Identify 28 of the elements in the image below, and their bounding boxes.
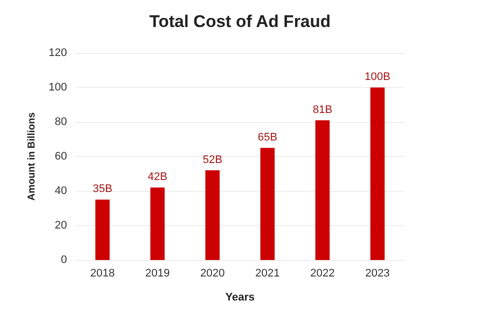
chart-title: Total Cost of Ad Fraud — [149, 12, 331, 31]
x-tick-label: 2020 — [200, 268, 225, 280]
x-tick-label: 2022 — [310, 268, 335, 280]
y-axis-title: Amount in Billions — [26, 112, 38, 201]
y-tick-label: 120 — [48, 47, 67, 59]
x-tick-label: 2019 — [145, 268, 170, 280]
data-label: 52B — [202, 154, 222, 166]
x-tick-label: 2021 — [255, 268, 280, 280]
data-label: 81B — [312, 104, 332, 116]
data-label: 35B — [92, 183, 112, 196]
x-tick-label: 2018 — [90, 268, 115, 280]
y-tick-label: 40 — [54, 185, 67, 197]
y-tick-label: 100 — [48, 82, 67, 94]
y-tick-label: 80 — [54, 116, 67, 128]
y-tick-label: 0 — [60, 254, 67, 266]
x-axis-title: Years — [225, 292, 255, 304]
data-label: 65B — [258, 131, 278, 144]
data-label: 42B — [148, 171, 168, 184]
y-tick-label: 20 — [54, 220, 67, 232]
bar — [315, 120, 330, 260]
bar — [95, 200, 110, 260]
y-tick-label: 60 — [54, 150, 67, 162]
bar — [370, 88, 385, 260]
data-label: 100B — [364, 71, 390, 83]
x-tick-label: 2023 — [365, 268, 390, 280]
bar — [260, 148, 275, 260]
bar — [205, 170, 220, 260]
bar — [150, 188, 165, 260]
